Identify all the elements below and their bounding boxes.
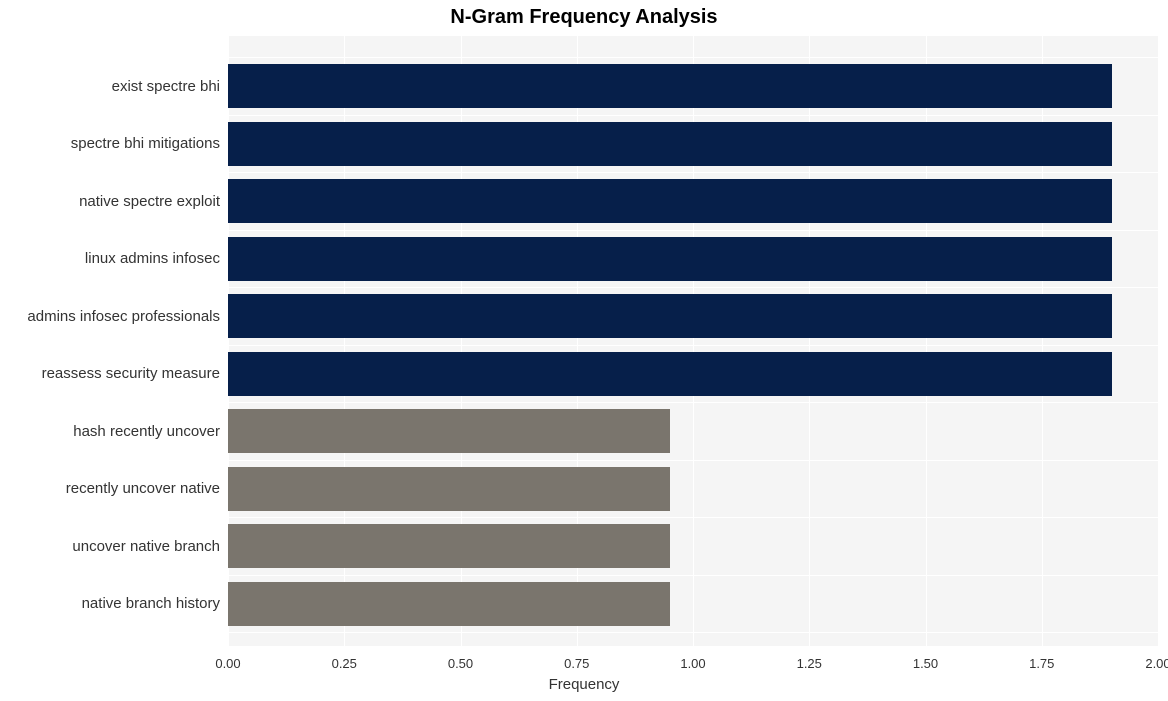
bar (228, 237, 1112, 281)
gridline-h (228, 172, 1158, 173)
bar (228, 352, 1112, 396)
gridline-h (228, 632, 1158, 633)
gridline (1158, 36, 1159, 646)
ngram-frequency-chart: N-Gram Frequency Analysis exist spectre … (0, 0, 1168, 701)
gridline-h (228, 402, 1158, 403)
y-tick-label: exist spectre bhi (0, 78, 220, 95)
gridline-h (228, 575, 1158, 576)
y-tick-label: admins infosec professionals (0, 308, 220, 325)
x-tick-label: 1.50 (913, 656, 938, 671)
gridline-h (228, 345, 1158, 346)
y-tick-label: recently uncover native (0, 480, 220, 497)
y-tick-label: uncover native branch (0, 538, 220, 555)
y-tick-label: native branch history (0, 595, 220, 612)
x-tick-label: 0.00 (215, 656, 240, 671)
y-tick-label: hash recently uncover (0, 423, 220, 440)
bar (228, 409, 670, 453)
x-tick-label: 0.50 (448, 656, 473, 671)
chart-title: N-Gram Frequency Analysis (0, 6, 1168, 29)
x-tick-label: 0.75 (564, 656, 589, 671)
bar (228, 582, 670, 626)
gridline-h (228, 517, 1158, 518)
bar (228, 179, 1112, 223)
x-axis-label: Frequency (0, 676, 1168, 693)
gridline-h (228, 115, 1158, 116)
plot-area (228, 36, 1158, 646)
x-tick-label: 1.75 (1029, 656, 1054, 671)
x-tick-label: 0.25 (332, 656, 357, 671)
gridline-h (228, 57, 1158, 58)
y-tick-label: spectre bhi mitigations (0, 135, 220, 152)
bar (228, 294, 1112, 338)
bar (228, 467, 670, 511)
y-tick-label: native spectre exploit (0, 193, 220, 210)
bar (228, 122, 1112, 166)
x-tick-label: 2.00 (1145, 656, 1168, 671)
y-tick-label: linux admins infosec (0, 250, 220, 267)
gridline-h (228, 460, 1158, 461)
gridline-h (228, 230, 1158, 231)
bar (228, 524, 670, 568)
x-tick-label: 1.25 (797, 656, 822, 671)
y-tick-label: reassess security measure (0, 365, 220, 382)
x-tick-label: 1.00 (680, 656, 705, 671)
gridline-h (228, 287, 1158, 288)
bar (228, 64, 1112, 108)
